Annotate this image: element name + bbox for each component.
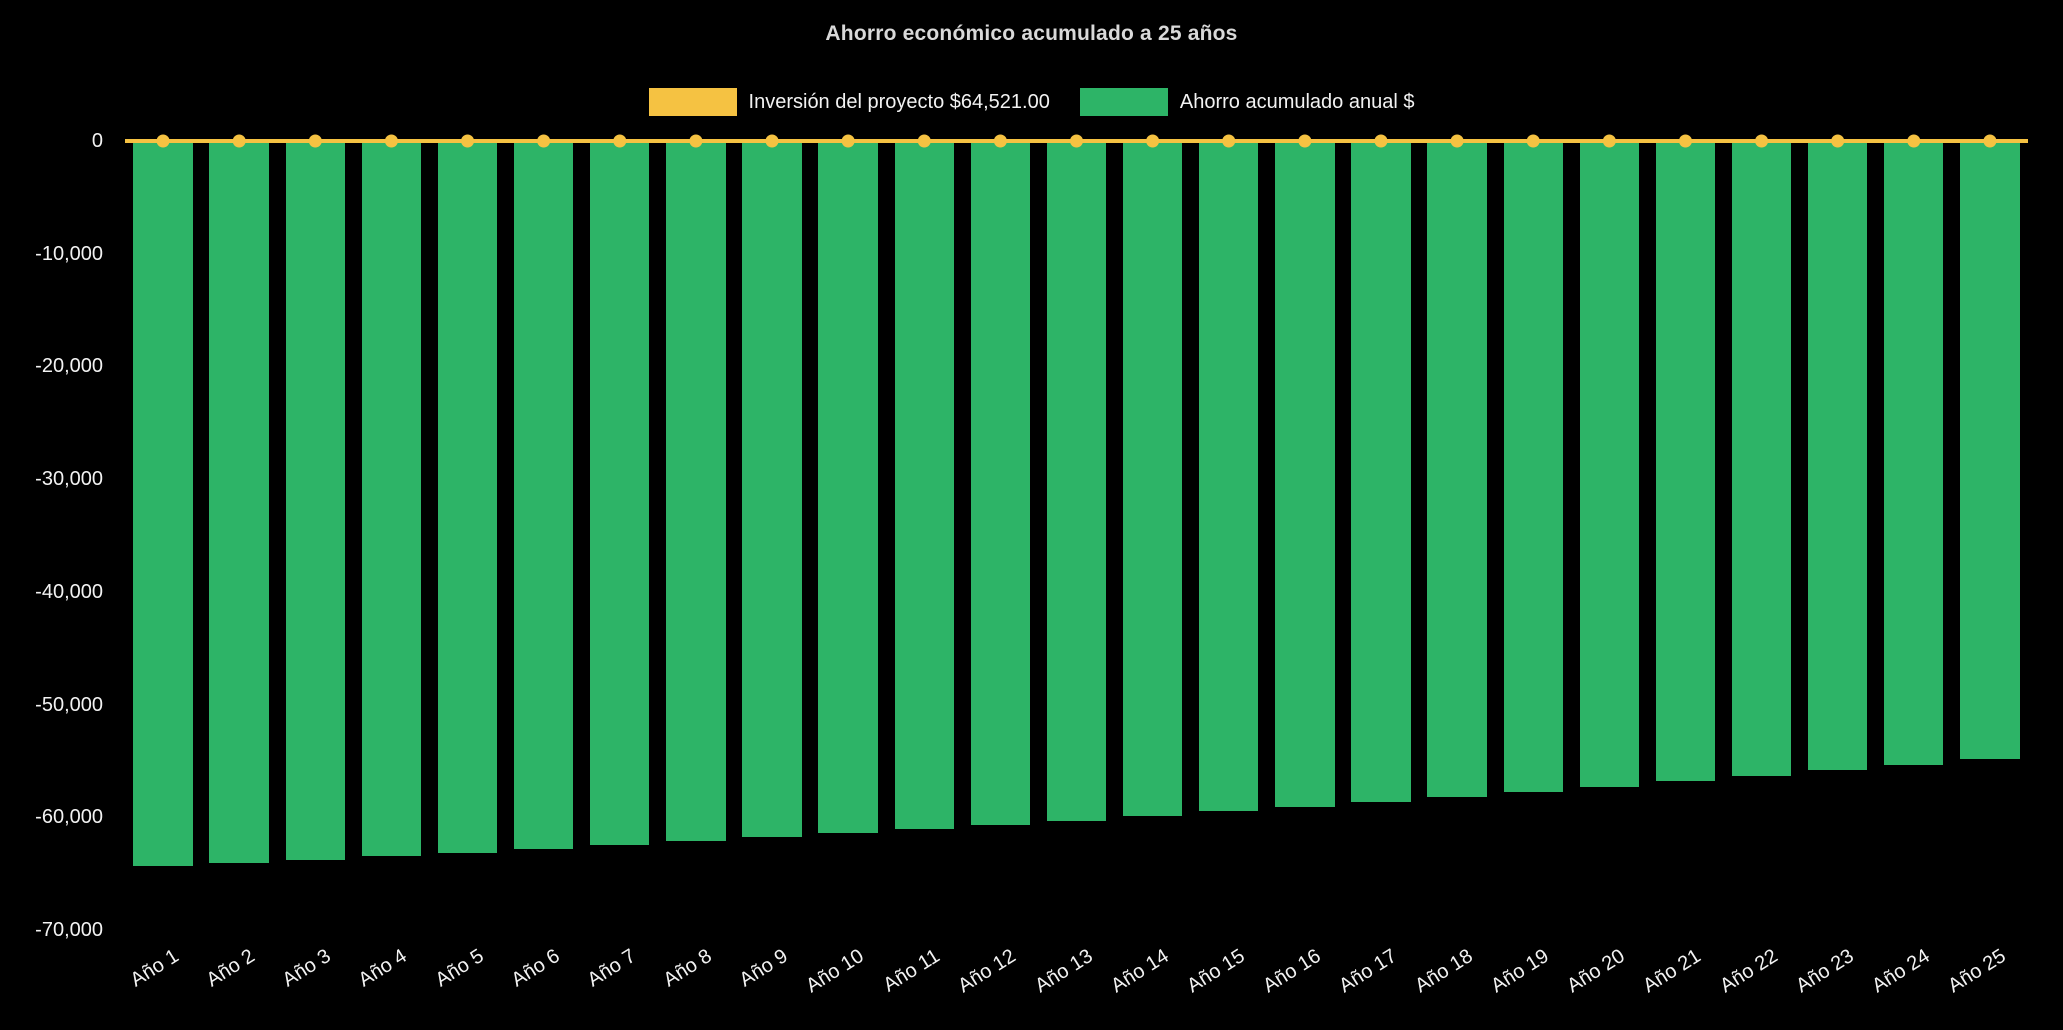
bar[interactable] xyxy=(1579,141,1639,787)
legend-swatch xyxy=(1079,88,1168,116)
bar[interactable] xyxy=(133,141,193,867)
bar[interactable] xyxy=(437,141,498,853)
bar[interactable] xyxy=(894,141,954,830)
bar[interactable] xyxy=(1655,141,1716,782)
line-point[interactable] xyxy=(1983,134,1997,148)
line-point[interactable] xyxy=(765,134,779,148)
line-point[interactable] xyxy=(1602,134,1616,148)
bar[interactable] xyxy=(285,141,345,860)
line-point[interactable] xyxy=(613,134,627,148)
bar[interactable] xyxy=(590,141,650,846)
bar[interactable] xyxy=(1046,141,1107,821)
line-point[interactable] xyxy=(841,134,855,148)
line-point[interactable] xyxy=(1222,134,1236,148)
bar[interactable] xyxy=(1122,141,1183,817)
legend-label: Inversión del proyecto $64,521.00 xyxy=(748,90,1050,113)
y-tick-label: -40,000 xyxy=(35,580,103,603)
line-point[interactable] xyxy=(384,134,398,148)
line-point[interactable] xyxy=(1374,134,1388,148)
bar[interactable] xyxy=(1427,141,1487,797)
y-tick-label: -30,000 xyxy=(35,468,103,491)
bar[interactable] xyxy=(666,141,726,842)
line-point[interactable] xyxy=(1678,134,1692,148)
y-tick-label: -10,000 xyxy=(35,242,103,265)
legend: Inversión del proyecto $64,521.00 Ahorro … xyxy=(0,88,2063,116)
bar[interactable] xyxy=(1731,141,1792,776)
line-point[interactable] xyxy=(1526,134,1540,148)
y-tick-label: -70,000 xyxy=(35,919,103,941)
line-point[interactable] xyxy=(461,134,475,148)
y-tick-label: -20,000 xyxy=(35,355,103,378)
bar[interactable] xyxy=(1275,141,1335,807)
bar[interactable] xyxy=(1199,141,1259,812)
line-point[interactable] xyxy=(156,134,170,148)
bar[interactable] xyxy=(970,141,1031,825)
bar[interactable] xyxy=(742,141,802,838)
line-point[interactable] xyxy=(1298,134,1312,148)
line-point[interactable] xyxy=(1146,134,1160,148)
line-point[interactable] xyxy=(917,134,931,148)
y-tick-label: -50,000 xyxy=(35,693,103,716)
line-point[interactable] xyxy=(993,134,1007,148)
line-point[interactable] xyxy=(1450,134,1464,148)
y-tick-label: 0 xyxy=(91,130,103,152)
line-point[interactable] xyxy=(308,134,322,148)
line-point[interactable] xyxy=(1755,134,1769,148)
bar[interactable] xyxy=(361,141,422,857)
bar[interactable] xyxy=(1351,141,1411,802)
line-point[interactable] xyxy=(689,134,703,148)
y-tick-label: -60,000 xyxy=(35,806,103,829)
bar[interactable] xyxy=(209,141,269,863)
legend-label: Ahorro acumulado anual $ xyxy=(1179,90,1415,113)
bar[interactable] xyxy=(1503,141,1563,792)
line-point[interactable] xyxy=(537,134,551,148)
bar[interactable] xyxy=(513,141,574,849)
line-point[interactable] xyxy=(1907,134,1921,148)
legend-item[interactable]: Inversión del proyecto $64,521.00 xyxy=(648,88,1050,116)
bar[interactable] xyxy=(818,141,878,834)
line-point[interactable] xyxy=(1831,134,1845,148)
legend-item[interactable]: Ahorro acumulado anual $ xyxy=(1079,88,1415,116)
line-point[interactable] xyxy=(1070,134,1083,148)
bar[interactable] xyxy=(1884,141,1944,765)
legend-swatch xyxy=(648,88,737,116)
bar[interactable] xyxy=(1960,141,2020,759)
bar[interactable] xyxy=(1808,141,1868,771)
line-point[interactable] xyxy=(232,134,246,148)
chart-title: Ahorro económico acumulado a 25 años xyxy=(825,22,1238,45)
